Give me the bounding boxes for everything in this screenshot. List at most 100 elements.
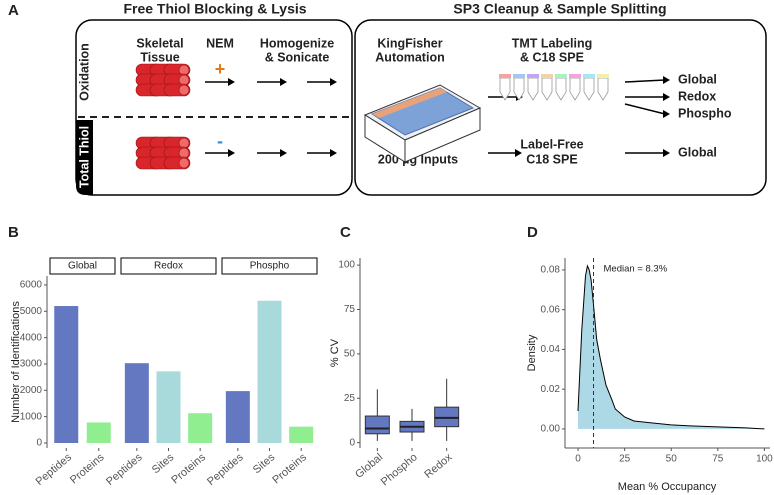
tube	[583, 77, 595, 101]
x-tick-label: 0	[575, 454, 581, 465]
tube-cap	[555, 74, 567, 78]
x-tick-label: 25	[619, 454, 631, 465]
tube-cap	[583, 74, 595, 78]
tube	[569, 77, 581, 101]
step-label: Automation	[375, 50, 444, 64]
step-label: Label-Free	[520, 137, 583, 151]
panel-label: B	[8, 224, 19, 241]
step-label: Tissue	[140, 50, 179, 64]
arrow-head	[330, 149, 337, 157]
row-label: Total Thiol	[77, 126, 91, 188]
facet-strip	[49, 257, 116, 275]
x-tick-label: Peptides	[205, 451, 246, 488]
x-tick-label: Peptides	[34, 451, 75, 488]
y-tick-label: 25	[344, 393, 356, 404]
arrow	[624, 79, 666, 83]
tissue-end	[178, 84, 190, 96]
left-title: Free Thiol Blocking & Lysis	[123, 1, 306, 17]
facet-label: Global	[68, 261, 97, 272]
y-tick-label: 3000	[20, 359, 43, 370]
y-axis-title: Number of Identifications	[10, 301, 22, 423]
y-tick-label: 0.06	[541, 304, 561, 315]
y-tick-label: 100	[338, 260, 355, 271]
y-tick-label: 0	[349, 437, 355, 448]
panel-label: C	[340, 224, 351, 241]
arrow-head	[228, 78, 235, 86]
tissue-end	[178, 64, 190, 76]
step-label: & Sonicate	[265, 50, 330, 64]
x-tick-label: Sites	[150, 451, 177, 476]
arrow-head	[228, 149, 235, 157]
y-tick-label: 0.08	[541, 265, 561, 276]
output-label: Redox	[678, 89, 716, 103]
tube	[597, 77, 609, 101]
tube-cap	[569, 74, 581, 78]
step-label: & C18 SPE	[520, 50, 584, 64]
x-tick-label: Proteins	[68, 451, 107, 486]
bar	[188, 413, 213, 443]
x-tick-label: 75	[712, 454, 724, 465]
x-tick-label: Sites	[251, 451, 278, 476]
y-tick-label: 50	[344, 349, 356, 360]
y-tick-label: 6000	[20, 280, 43, 291]
arrow-head	[663, 110, 670, 118]
y-tick-label: 4000	[20, 332, 43, 343]
arrow	[624, 103, 666, 115]
facet-strip	[120, 257, 217, 275]
left-box	[75, 19, 353, 196]
panel-a: A Free Thiol Blocking & Lysis SP3 Cleanu…	[8, 1, 767, 196]
y-tick-label: 0.04	[541, 344, 561, 355]
arrow-head	[663, 149, 670, 157]
tissue-icon	[135, 136, 191, 170]
facet-strip	[221, 257, 318, 275]
step-label: NEM	[206, 36, 234, 50]
right-title: SP3 Cleanup & Sample Splitting	[453, 1, 666, 17]
tissue-end	[178, 147, 190, 159]
tissue-end	[178, 74, 190, 86]
output-label: Global	[678, 72, 717, 86]
bar	[86, 422, 111, 443]
y-tick-label: 0.02	[541, 384, 561, 395]
arrow-head	[515, 149, 522, 157]
tube	[541, 77, 553, 101]
tube-cap	[513, 74, 525, 78]
output-label: Phospho	[678, 106, 732, 120]
step-label: Homogenize	[260, 36, 334, 50]
bar	[124, 363, 149, 443]
x-tick-label: Global	[353, 451, 385, 481]
x-tick-label: Proteins	[270, 451, 309, 486]
bar	[257, 300, 282, 443]
x-tick-label: 50	[666, 454, 678, 465]
tube-cap	[597, 74, 609, 78]
y-tick-label: 1000	[20, 411, 43, 422]
panel-label: D	[527, 224, 538, 241]
density-line	[577, 264, 765, 430]
arrow-head	[330, 78, 337, 86]
y-axis-title: Density	[526, 334, 538, 371]
bar	[289, 426, 314, 443]
plate-icon	[363, 84, 482, 163]
x-axis-title: Mean % Occupancy	[618, 481, 717, 493]
right-box	[354, 19, 767, 196]
bar	[225, 391, 250, 443]
x-tick-label: Peptides	[104, 451, 145, 488]
bar	[54, 306, 79, 443]
bar	[156, 371, 181, 443]
arrow-head	[663, 76, 670, 84]
tube-cap	[527, 74, 539, 78]
step-label: Skeletal	[136, 36, 183, 50]
y-tick-label: 2000	[20, 385, 43, 396]
step-label: KingFisher	[377, 36, 442, 50]
arrow-head	[280, 78, 287, 86]
step-label: TMT Labeling	[512, 36, 593, 50]
density-area	[578, 265, 765, 429]
tube	[527, 77, 539, 101]
x-tick-label: Phospho	[379, 451, 420, 488]
plus-sign: +	[215, 59, 226, 79]
arrow-head	[663, 93, 670, 101]
tissue-icon	[135, 63, 191, 97]
box	[364, 415, 390, 435]
y-tick-label: 0.00	[541, 424, 561, 435]
tube	[555, 77, 567, 101]
